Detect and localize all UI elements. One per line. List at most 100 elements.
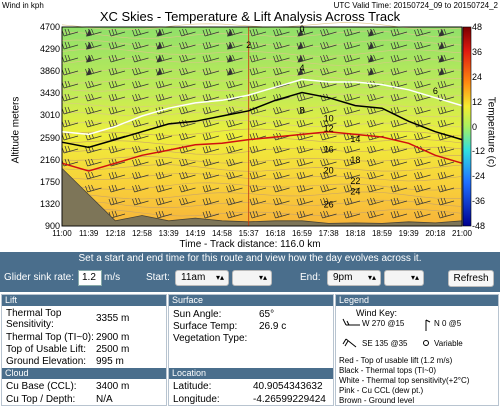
- wind-barb-icon: [202, 184, 220, 193]
- wind-barb-stroke: [393, 41, 397, 49]
- wind-barb-stroke: [182, 93, 185, 101]
- wind-barb-stroke: [279, 28, 282, 35]
- wind-barb-stroke: [343, 55, 347, 63]
- wind-barb-stroke: [204, 148, 220, 154]
- wind-barb-stroke: [110, 109, 126, 115]
- wind-barb-stroke: [367, 211, 370, 219]
- wind-barb-stroke: [276, 171, 279, 179]
- sink-rate-input[interactable]: 1.2: [78, 270, 102, 286]
- wind-barb-icon: [202, 93, 220, 102]
- wind-barb-icon: [179, 119, 196, 128]
- wind-barb-stroke: [182, 41, 185, 49]
- wind-barb-stroke: [396, 28, 400, 35]
- wind-barb-stroke: [228, 187, 243, 193]
- wind-barb-stroke: [182, 106, 185, 114]
- wind-barb-stroke: [179, 94, 182, 102]
- refresh-button[interactable]: Refresh: [448, 270, 494, 287]
- wind-barb-stroke: [138, 158, 141, 165]
- wind-barb-stroke: [157, 161, 173, 167]
- wind-barb-stroke: [88, 106, 91, 114]
- route-time-controls: Set a start and end time for this route …: [0, 252, 500, 292]
- wind-barb-icon: [343, 93, 361, 102]
- wind-barb-stroke: [111, 132, 115, 140]
- y-tick-label: 2160: [39, 154, 60, 165]
- wind-barb-pennant: [438, 29, 445, 37]
- wind-barb-stroke: [420, 54, 423, 61]
- plot-frame: [61, 26, 463, 227]
- wind-barb-stroke: [138, 67, 141, 74]
- wind-barb-stroke: [273, 55, 276, 63]
- x-tick-label: 16:18: [265, 229, 286, 238]
- wind-barb-stroke: [204, 213, 220, 219]
- wind-barb-icon: [226, 67, 243, 76]
- wind-barb-stroke: [367, 146, 370, 154]
- wind-barb-stroke: [390, 159, 394, 167]
- wind-barb-stroke: [393, 158, 397, 166]
- wind-barb-icon: [202, 28, 220, 37]
- wind-barb-stroke: [67, 67, 71, 74]
- wind-barb-stroke: [229, 145, 232, 153]
- wind-barb-stroke: [138, 184, 141, 191]
- wind-barb-stroke: [323, 106, 326, 114]
- wind-barb-stroke: [179, 107, 182, 115]
- wind-barb-stroke: [302, 158, 306, 165]
- wind-barb-stroke: [346, 28, 350, 36]
- wind-barb-icon: [179, 54, 196, 63]
- wind-barb-stroke: [155, 159, 159, 167]
- wind-barb-stroke: [390, 120, 394, 128]
- wind-barb-stroke: [202, 185, 206, 193]
- wind-barb-stroke: [226, 81, 229, 89]
- wind-barb-stroke: [63, 135, 79, 141]
- wind-barb-stroke: [414, 198, 417, 206]
- wind-barb-stroke: [64, 119, 68, 127]
- wind-barb-stroke: [390, 68, 394, 76]
- wind-barb-icon: [85, 93, 102, 102]
- wind-barb-icon: [320, 28, 337, 37]
- wind-barb-stroke: [232, 210, 235, 217]
- wind-barb-stroke: [111, 145, 115, 153]
- wind-barb-stroke: [437, 146, 441, 154]
- wind-barb-stroke: [392, 70, 408, 76]
- contour-label: 14: [350, 134, 360, 144]
- wind-barb-stroke: [275, 161, 290, 167]
- wind-barb-stroke: [443, 106, 447, 113]
- chevron-down-icon: ▾▴: [410, 273, 419, 282]
- wind-barb-stroke: [322, 44, 337, 50]
- isotherm-line: [61, 199, 463, 208]
- wind-barb-stroke: [135, 184, 138, 192]
- wind-barb-stroke: [417, 210, 420, 218]
- start-hour-select[interactable]: 11am ▾▴: [175, 270, 229, 286]
- wind-barb-stroke: [138, 145, 141, 152]
- wind-barb-icon: [179, 41, 196, 50]
- variable-wind-icon: [423, 340, 429, 346]
- wind-barb-stroke: [114, 93, 118, 100]
- end-minute-select[interactable]: ▾▴: [384, 270, 424, 286]
- wind-barb-stroke: [322, 135, 337, 141]
- wind-barb-stroke: [416, 31, 431, 37]
- isotherm-line: [61, 84, 463, 92]
- location-value-lat: 40.9054343632: [253, 381, 323, 392]
- wind-barb-stroke: [414, 29, 417, 37]
- wind-barb-stroke: [110, 83, 126, 89]
- x-tick-label: 17:38: [318, 229, 339, 238]
- start-minute-select[interactable]: ▾▴: [232, 270, 272, 286]
- wind-barb-stroke: [443, 145, 447, 152]
- wind-barb-stroke: [273, 159, 276, 167]
- end-hour-select[interactable]: 9pm ▾▴: [327, 270, 381, 286]
- wind-barb-stroke: [440, 197, 444, 205]
- legend-panel: Legend Wind Key: W 270 @15 N 0 @5 SE 135…: [335, 294, 499, 406]
- wind-barb-stroke: [138, 28, 141, 35]
- wind-barb-stroke: [440, 210, 444, 218]
- wind-barb-pennant: [367, 55, 374, 63]
- wind-barb-stroke: [132, 172, 135, 180]
- wind-barb-stroke: [417, 158, 420, 166]
- wind-example-se135: SE 135 @35: [362, 339, 408, 348]
- wind-barb-stroke: [134, 161, 149, 167]
- wind-barb-stroke: [322, 122, 337, 128]
- wind-barb-stroke: [228, 96, 243, 102]
- colorbar-tick-label: 24: [472, 71, 483, 82]
- wind-barb-icon: [249, 119, 267, 128]
- wind-barb-icon: [367, 197, 384, 206]
- wind-barb-stroke: [396, 106, 400, 113]
- wind-barb-pennant: [156, 68, 163, 76]
